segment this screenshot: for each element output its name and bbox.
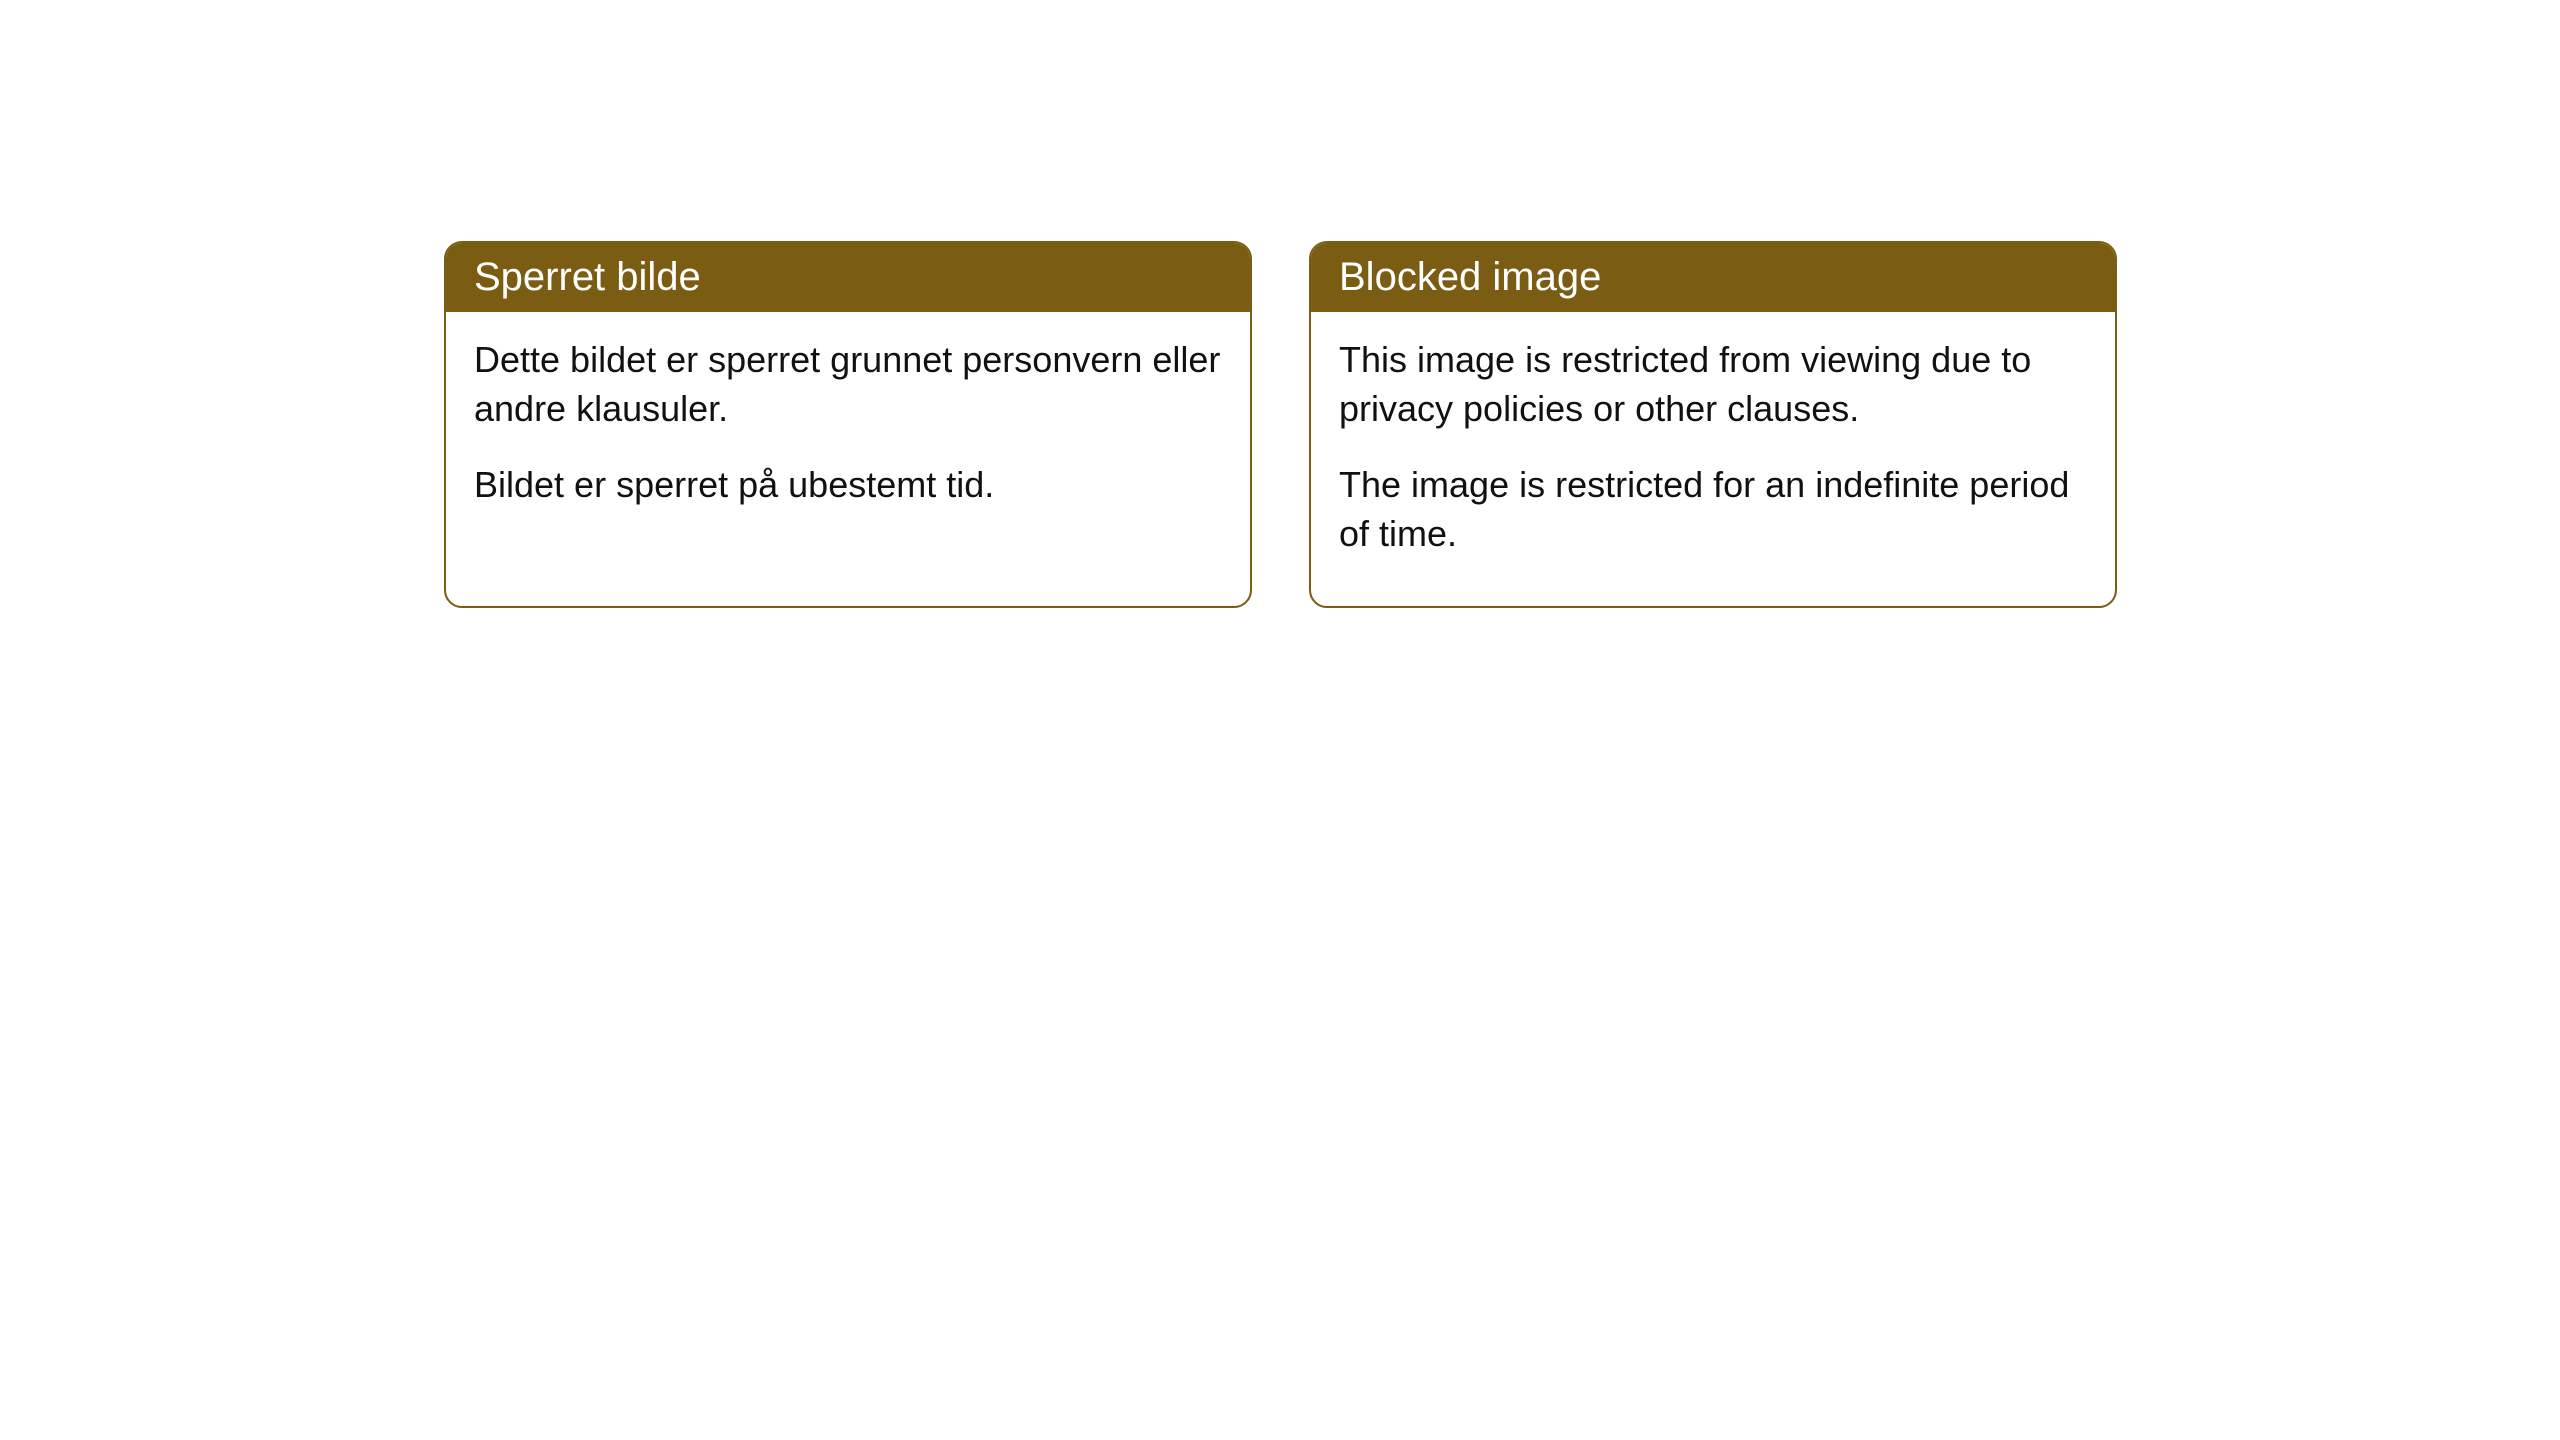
notice-paragraph-1: This image is restricted from viewing du… bbox=[1339, 336, 2087, 433]
card-header-english: Blocked image bbox=[1311, 243, 2115, 312]
blocked-image-card-norwegian: Sperret bilde Dette bildet er sperret gr… bbox=[444, 241, 1252, 608]
card-title: Sperret bilde bbox=[474, 255, 701, 299]
card-header-norwegian: Sperret bilde bbox=[446, 243, 1250, 312]
notice-paragraph-1: Dette bildet er sperret grunnet personve… bbox=[474, 336, 1222, 433]
notice-paragraph-2: The image is restricted for an indefinit… bbox=[1339, 461, 2087, 558]
card-body-english: This image is restricted from viewing du… bbox=[1311, 312, 2115, 606]
card-body-norwegian: Dette bildet er sperret grunnet personve… bbox=[446, 312, 1250, 558]
notice-cards-container: Sperret bilde Dette bildet er sperret gr… bbox=[0, 0, 2560, 608]
blocked-image-card-english: Blocked image This image is restricted f… bbox=[1309, 241, 2117, 608]
card-title: Blocked image bbox=[1339, 255, 1601, 299]
notice-paragraph-2: Bildet er sperret på ubestemt tid. bbox=[474, 461, 1222, 510]
